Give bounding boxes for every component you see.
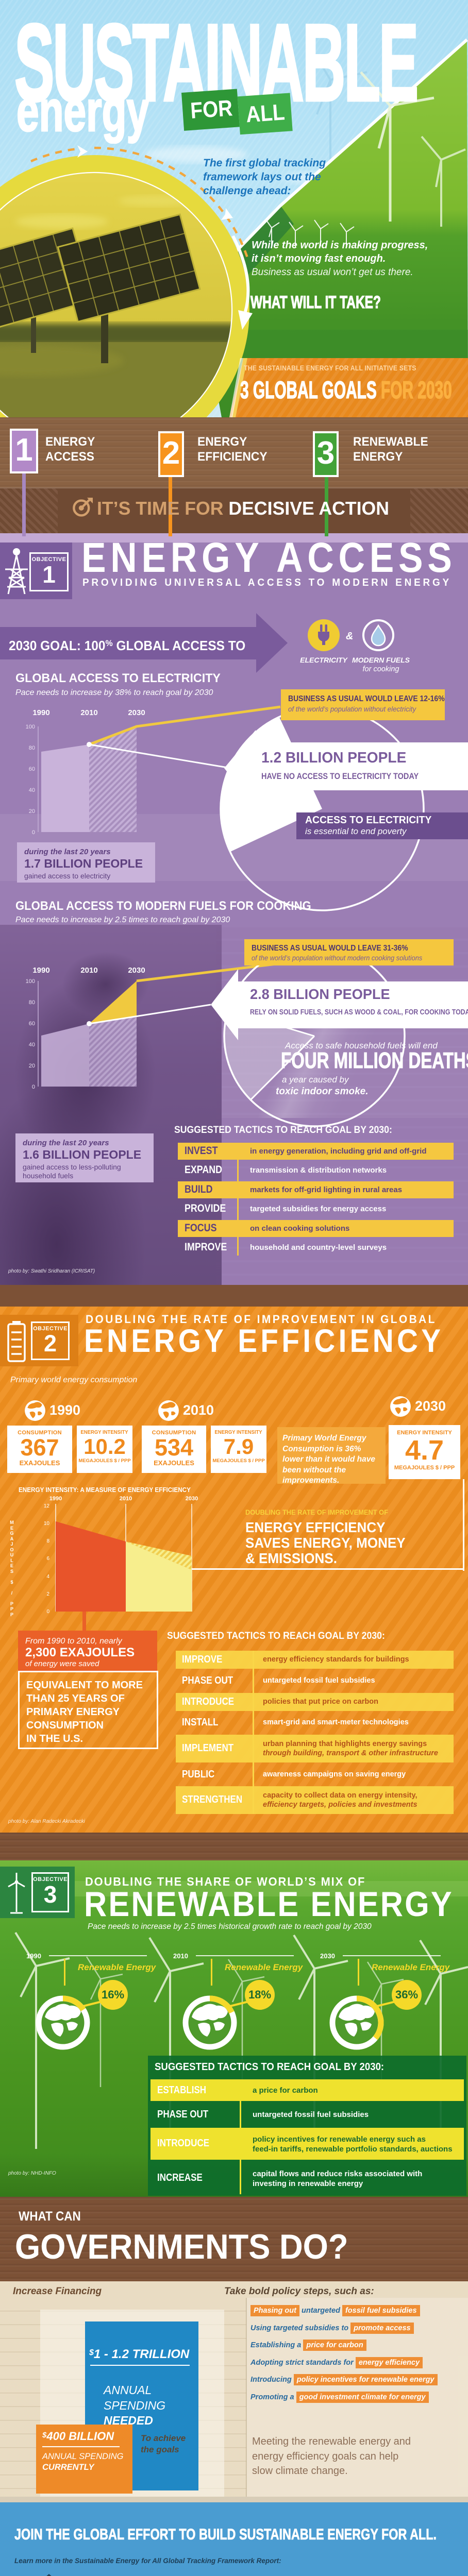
svg-text:20: 20	[29, 1063, 35, 1069]
svg-text:6: 6	[46, 1556, 49, 1562]
svg-text:1990: 1990	[32, 966, 49, 975]
svg-text:20: 20	[29, 808, 35, 815]
svg-text:4: 4	[46, 1574, 49, 1580]
svg-text:80: 80	[29, 745, 35, 751]
svg-text:0: 0	[32, 829, 35, 836]
svg-text:0: 0	[32, 1084, 35, 1090]
svg-text:40: 40	[29, 1042, 35, 1048]
svg-text:8: 8	[46, 1538, 49, 1544]
svg-text:100: 100	[26, 978, 35, 985]
svg-text:1990: 1990	[32, 708, 49, 717]
svg-text:&: &	[346, 631, 353, 642]
svg-text:40: 40	[29, 787, 35, 793]
svg-text:60: 60	[29, 766, 35, 772]
svg-text:2030: 2030	[128, 966, 145, 975]
svg-text:100: 100	[26, 724, 35, 730]
svg-text:2010: 2010	[80, 708, 97, 717]
svg-text:80: 80	[29, 999, 35, 1006]
svg-text:0: 0	[46, 1609, 49, 1614]
svg-text:2010: 2010	[80, 966, 97, 975]
svg-text:2: 2	[46, 1591, 49, 1597]
svg-text:2030: 2030	[128, 708, 145, 717]
svg-text:10: 10	[44, 1521, 50, 1527]
svg-text:12: 12	[44, 1503, 50, 1509]
svg-text:60: 60	[29, 1021, 35, 1027]
